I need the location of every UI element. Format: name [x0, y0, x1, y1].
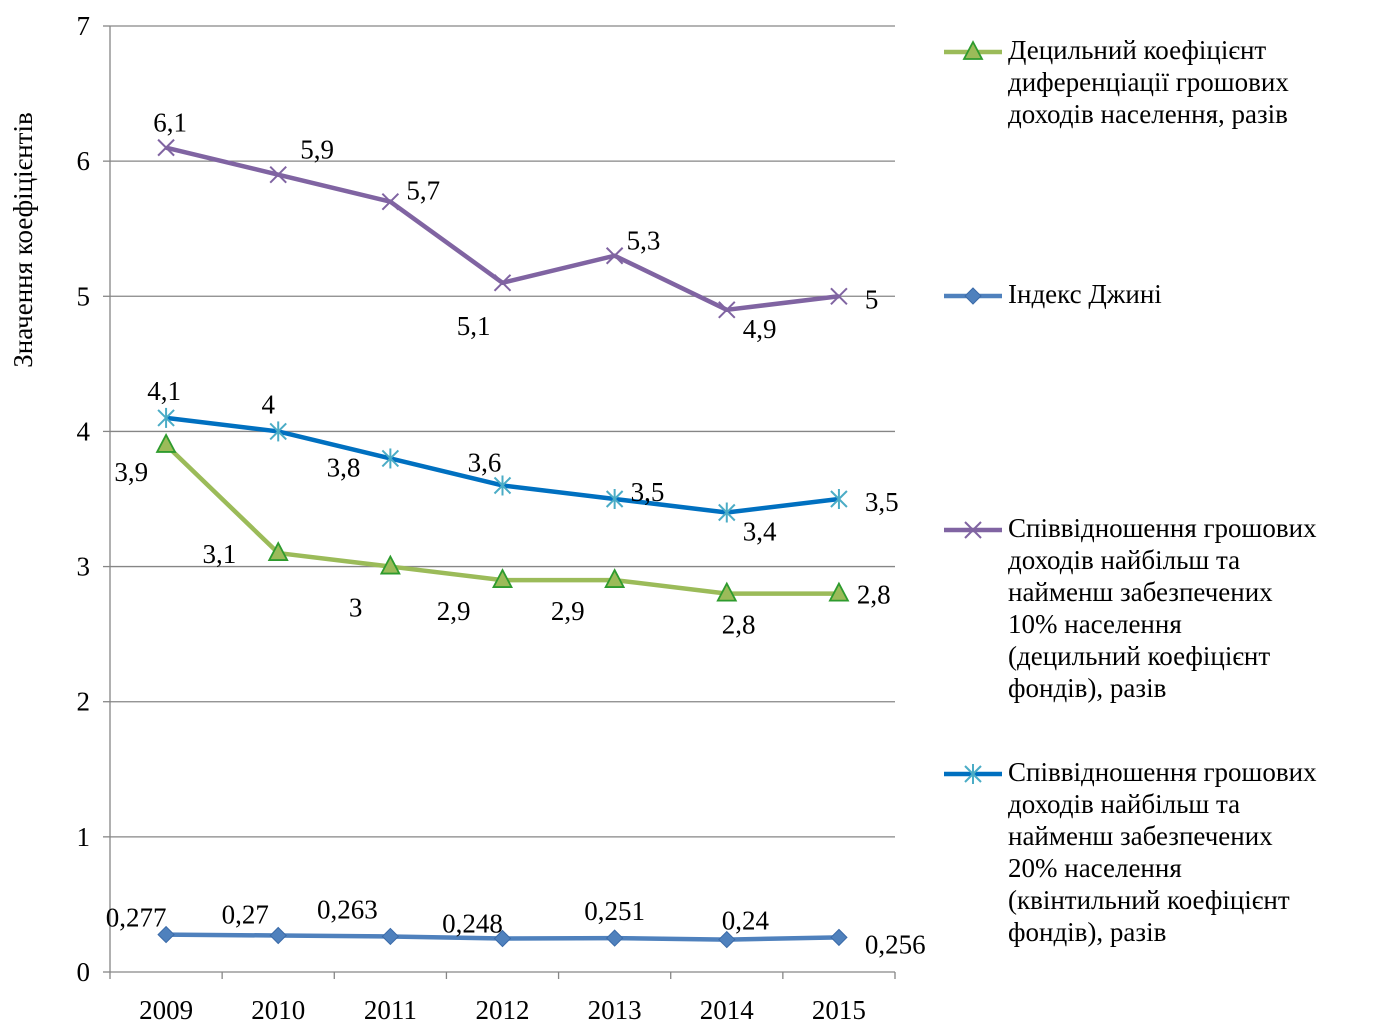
data-point-marker: [716, 581, 738, 602]
series-x: [157, 138, 848, 319]
series-triangle: [155, 433, 850, 602]
data-point-marker: [381, 448, 400, 469]
data-point-marker: [381, 192, 400, 211]
x-tick-label: 2015: [812, 995, 866, 1025]
data-point-marker: [493, 274, 512, 292]
data-label: 3,5: [865, 487, 899, 517]
series-group: [155, 138, 850, 949]
gridlines: [110, 25, 895, 838]
data-label: 0,263: [317, 894, 378, 924]
data-point-marker: [828, 581, 850, 602]
data-label: 5,3: [627, 226, 661, 256]
data-point-marker: [830, 489, 848, 509]
data-point-marker: [493, 929, 512, 948]
data-label: 0,251: [584, 896, 645, 926]
data-point-marker: [269, 421, 287, 442]
data-point-marker: [157, 138, 175, 157]
data-label: 4: [261, 389, 275, 419]
data-label: 3,5: [631, 477, 665, 507]
series-diamond: [157, 925, 848, 949]
y-tick-label: 6: [77, 146, 91, 176]
x-tick-label: 2012: [476, 995, 530, 1025]
legend-marker-x: [944, 521, 1002, 539]
y-tick-labels: 0 1 2 3 4 5 6 7: [77, 11, 91, 987]
data-label: 3,1: [202, 539, 236, 569]
y-tick-label: 4: [77, 416, 91, 446]
axes: [103, 25, 896, 979]
x-tick-label: 2010: [251, 995, 305, 1025]
data-label: 3,4: [743, 517, 777, 547]
data-point-marker: [381, 927, 400, 946]
data-label: 4,9: [743, 314, 777, 344]
line-chart: 0 1 2 3 4 5 6 7 2009 2010 2011 2012 2013 2014 2015 3,…: [8, 11, 926, 1025]
data-label: 3,9: [114, 457, 148, 487]
data-point-marker: [492, 568, 513, 588]
data-label: 0,24: [722, 906, 770, 936]
data-point-marker: [269, 926, 287, 945]
y-tick-label: 2: [77, 687, 91, 717]
data-label: 2,8: [857, 580, 891, 610]
data-point-marker: [157, 925, 175, 944]
data-point-marker: [830, 287, 848, 305]
data-label: 5,7: [406, 176, 440, 206]
x-tick-label: 2011: [364, 995, 417, 1025]
legend-marker-diamond: [944, 287, 1002, 305]
y-tick-label: 7: [77, 11, 91, 41]
data-point-marker: [964, 287, 982, 305]
data-label: 5: [865, 284, 879, 314]
data-point-marker: [605, 929, 624, 947]
data-point-marker: [493, 475, 512, 496]
data-label: 2,9: [437, 596, 471, 626]
data-point-marker: [269, 165, 287, 184]
data-point-marker: [962, 40, 984, 60]
y-tick-label: 5: [77, 281, 91, 311]
y-axis-title: Значення коефіцієнтів: [8, 112, 38, 367]
data-label: 0,27: [222, 900, 269, 930]
data-label: 4,1: [147, 376, 181, 406]
data-point-marker: [379, 554, 401, 575]
data-label: 5,9: [300, 135, 334, 165]
data-label: 0,277: [106, 903, 167, 933]
x-tick-labels: 2009 2010 2011 2012 2013 2014 2015: [139, 995, 866, 1025]
data-label: 5,1: [457, 311, 491, 341]
legend: Децильний коефіцієнт диференціації грошо…: [940, 0, 1387, 1026]
series-line: [165, 145, 840, 313]
x-tick-label: 2014: [700, 995, 755, 1025]
legend-label: Децильний коефіцієнт диференціації грошо…: [1008, 35, 1289, 129]
data-point-marker: [964, 764, 982, 784]
data-point-marker: [605, 247, 624, 265]
x-tick-label: 2013: [588, 995, 642, 1025]
series-star: [157, 407, 848, 523]
y-tick-label: 0: [77, 957, 91, 987]
data-label: 6,1: [153, 108, 187, 138]
data-label: 2,8: [722, 610, 756, 640]
data-label: 3,8: [327, 452, 361, 482]
data-point-marker: [267, 541, 289, 561]
data-point-marker: [605, 489, 624, 509]
data-point-marker: [964, 521, 982, 539]
data-label: 2,9: [551, 596, 585, 626]
data-point-marker: [157, 407, 175, 428]
data-label: 3: [349, 593, 363, 623]
x-tick-label: 2009: [139, 995, 193, 1025]
data-label: 3,6: [468, 447, 502, 477]
data-label: 0,248: [442, 908, 503, 938]
data-label: 0,256: [865, 929, 926, 959]
data-point-marker: [830, 928, 848, 947]
legend-marker-star: [944, 764, 1002, 784]
y-tick-label: 1: [77, 822, 91, 852]
legend-label: Співвідношення грошових доходів найбільш…: [1008, 757, 1317, 947]
y-tick-label: 3: [77, 552, 91, 582]
data-point-marker: [718, 502, 736, 523]
legend-label: Співвідношення грошових доходів найбільш…: [1008, 513, 1317, 703]
data-point-marker: [155, 433, 177, 453]
data-labels: 3,9 3,1 3 2,9 2,9 2,8 2,8 0,277 0,27 0,263 0,248 0,…: [106, 108, 926, 960]
series-line: [165, 415, 840, 515]
data-point-marker: [604, 568, 626, 588]
data-point-marker: [718, 930, 736, 949]
legend-label: Індекс Джині: [1008, 279, 1162, 309]
legend-marker-triangle: [944, 40, 1002, 60]
data-point-marker: [718, 301, 736, 319]
